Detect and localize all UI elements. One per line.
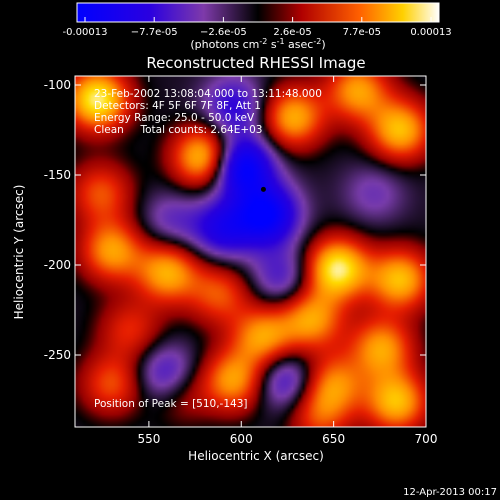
footer-date: 12-Apr-2013 00:17 — [403, 487, 497, 498]
peak-marker — [260, 186, 266, 192]
unit-part-1: (photons cm — [190, 38, 259, 51]
colorbar-tick-label: −2.6e-05 — [200, 27, 247, 38]
info-line-3: Energy Range: 25.0 - 50.0 keV — [94, 112, 255, 124]
y-tick-label: -250 — [44, 348, 71, 362]
info-line-1: 23-Feb-2002 13:08:04.000 to 13:11:48.000 — [94, 88, 322, 100]
colorbar-gradient — [76, 2, 440, 23]
y-axis-label: Heliocentric Y (arcsec) — [12, 185, 26, 320]
y-tick-label: -100 — [44, 78, 71, 92]
info-annotations: 23-Feb-2002 13:08:04.000 to 13:11:48.000… — [94, 88, 322, 410]
x-tick-label: 700 — [415, 432, 438, 446]
plot-area — [74, 75, 427, 428]
unit-part-3: asec — [285, 38, 314, 51]
y-tick-label: -200 — [44, 258, 71, 272]
colorbar: -0.00013 −7.7e-05 −2.6e-05 2.6e-05 7.7e-05 0.… — [63, 2, 452, 51]
x-axis-label: Heliocentric X (arcsec) — [188, 449, 324, 463]
colorbar-tick-label: 0.00013 — [410, 27, 451, 38]
unit-sup-1: -2 — [259, 37, 267, 46]
unit-sup-3: -2 — [313, 37, 321, 46]
colorbar-tick-label: 2.6e-05 — [273, 27, 311, 38]
colorbar-tick-label: −7.7e-05 — [131, 27, 178, 38]
unit-part-2: s — [267, 38, 276, 51]
colorbar-tick-label: -0.00013 — [63, 27, 108, 38]
x-tick-label: 650 — [322, 432, 345, 446]
peak-position-label: Position of Peak = [510,-143] — [94, 398, 248, 410]
colorbar-unit-label: (photons cm-2 s-1 asec-2) — [190, 37, 325, 51]
unit-sup-2: -1 — [277, 37, 285, 46]
heatmap-image — [75, 76, 426, 427]
chart-title: Reconstructed RHESSI Image — [146, 54, 365, 72]
x-tick-label: 550 — [137, 432, 160, 446]
x-tick-label: 600 — [230, 432, 253, 446]
y-tick-label: -150 — [44, 168, 71, 182]
unit-part-4: ) — [321, 38, 325, 51]
colorbar-tick-label: 7.7e-05 — [343, 27, 381, 38]
info-line-4: Clean Total counts: 2.64E+03 — [94, 124, 263, 136]
info-line-2: Detectors: 4F 5F 6F 7F 8F, Att 1 — [94, 100, 261, 112]
plot-frame — [74, 75, 427, 428]
